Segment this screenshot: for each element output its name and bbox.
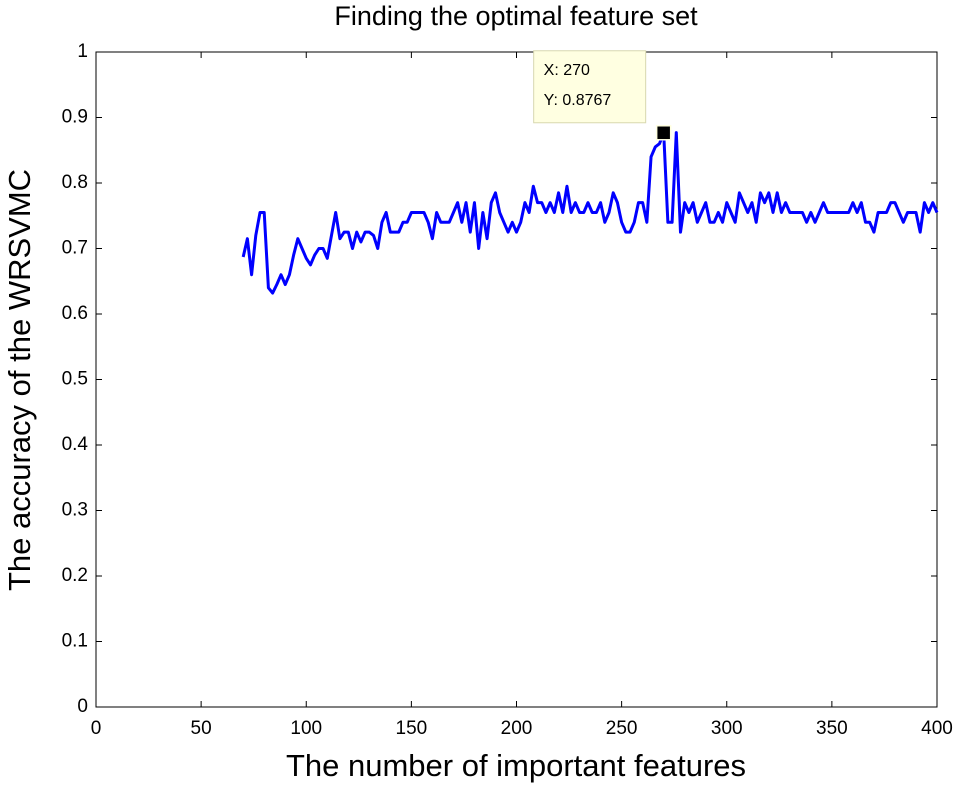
- datatip-box: [533, 50, 647, 124]
- datatip-text: Y: 0.8767: [544, 92, 612, 109]
- x-tick-label: 150: [396, 718, 428, 739]
- x-tick-label: 350: [816, 718, 848, 739]
- x-tick-label: 250: [606, 718, 638, 739]
- x-tick-label: 0: [91, 718, 102, 739]
- x-tick-label: 300: [711, 718, 743, 739]
- x-tick-label: 200: [501, 718, 533, 739]
- chart-title: Finding the optimal feature set: [334, 1, 698, 31]
- y-tick-label: 0.3: [62, 500, 88, 521]
- y-tick-label: 0.2: [62, 565, 88, 586]
- y-tick-label: 1: [77, 41, 88, 62]
- x-axis-label: The number of important features: [286, 748, 746, 783]
- x-tick-label: 400: [921, 718, 953, 739]
- y-tick-label: 0.4: [62, 434, 89, 455]
- datatip-text: X: 270: [544, 62, 590, 79]
- y-tick-label: 0.7: [62, 238, 88, 259]
- y-tick-label: 0.1: [62, 631, 88, 652]
- data-line: [241, 131, 939, 295]
- y-axis-label: The accuracy of the WRSVMC: [2, 169, 37, 591]
- x-tick-label: 50: [191, 718, 212, 739]
- y-tick-label: 0.6: [62, 303, 88, 324]
- y-tick-label: 0.5: [62, 369, 88, 390]
- datatip-marker: [655, 125, 672, 141]
- plot-area: [95, 51, 938, 708]
- x-tick-label: 100: [290, 718, 322, 739]
- y-tick-label: 0.9: [62, 107, 88, 128]
- y-tick-label: 0.8: [62, 172, 88, 193]
- y-tick-label: 0: [77, 696, 88, 717]
